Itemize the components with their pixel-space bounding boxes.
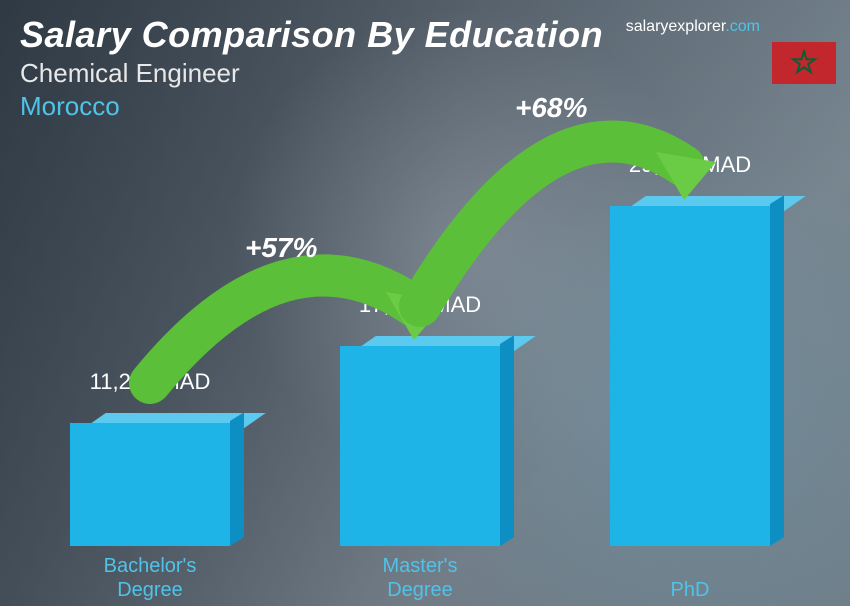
- attribution-brand: salaryexplorer: [626, 18, 726, 35]
- bar-category-label: Master's Degree: [320, 554, 520, 602]
- bar-chart: 11,200 MAD Bachelor's Degree 17,600 MAD …: [50, 150, 790, 546]
- attribution-tld: .com: [725, 18, 760, 35]
- increase-percentage: +68%: [515, 92, 587, 124]
- flag-morocco: [772, 42, 836, 84]
- increase-arrow: +68%: [50, 150, 790, 546]
- chart-subtitle: Chemical Engineer: [20, 58, 603, 89]
- bar-category-label: Bachelor's Degree: [50, 554, 250, 602]
- chart-title: Salary Comparison By Education: [20, 14, 603, 56]
- attribution: salaryexplorer.com: [626, 18, 760, 36]
- bar-category-label: PhD: [590, 578, 790, 602]
- flag-star-icon: [790, 49, 818, 77]
